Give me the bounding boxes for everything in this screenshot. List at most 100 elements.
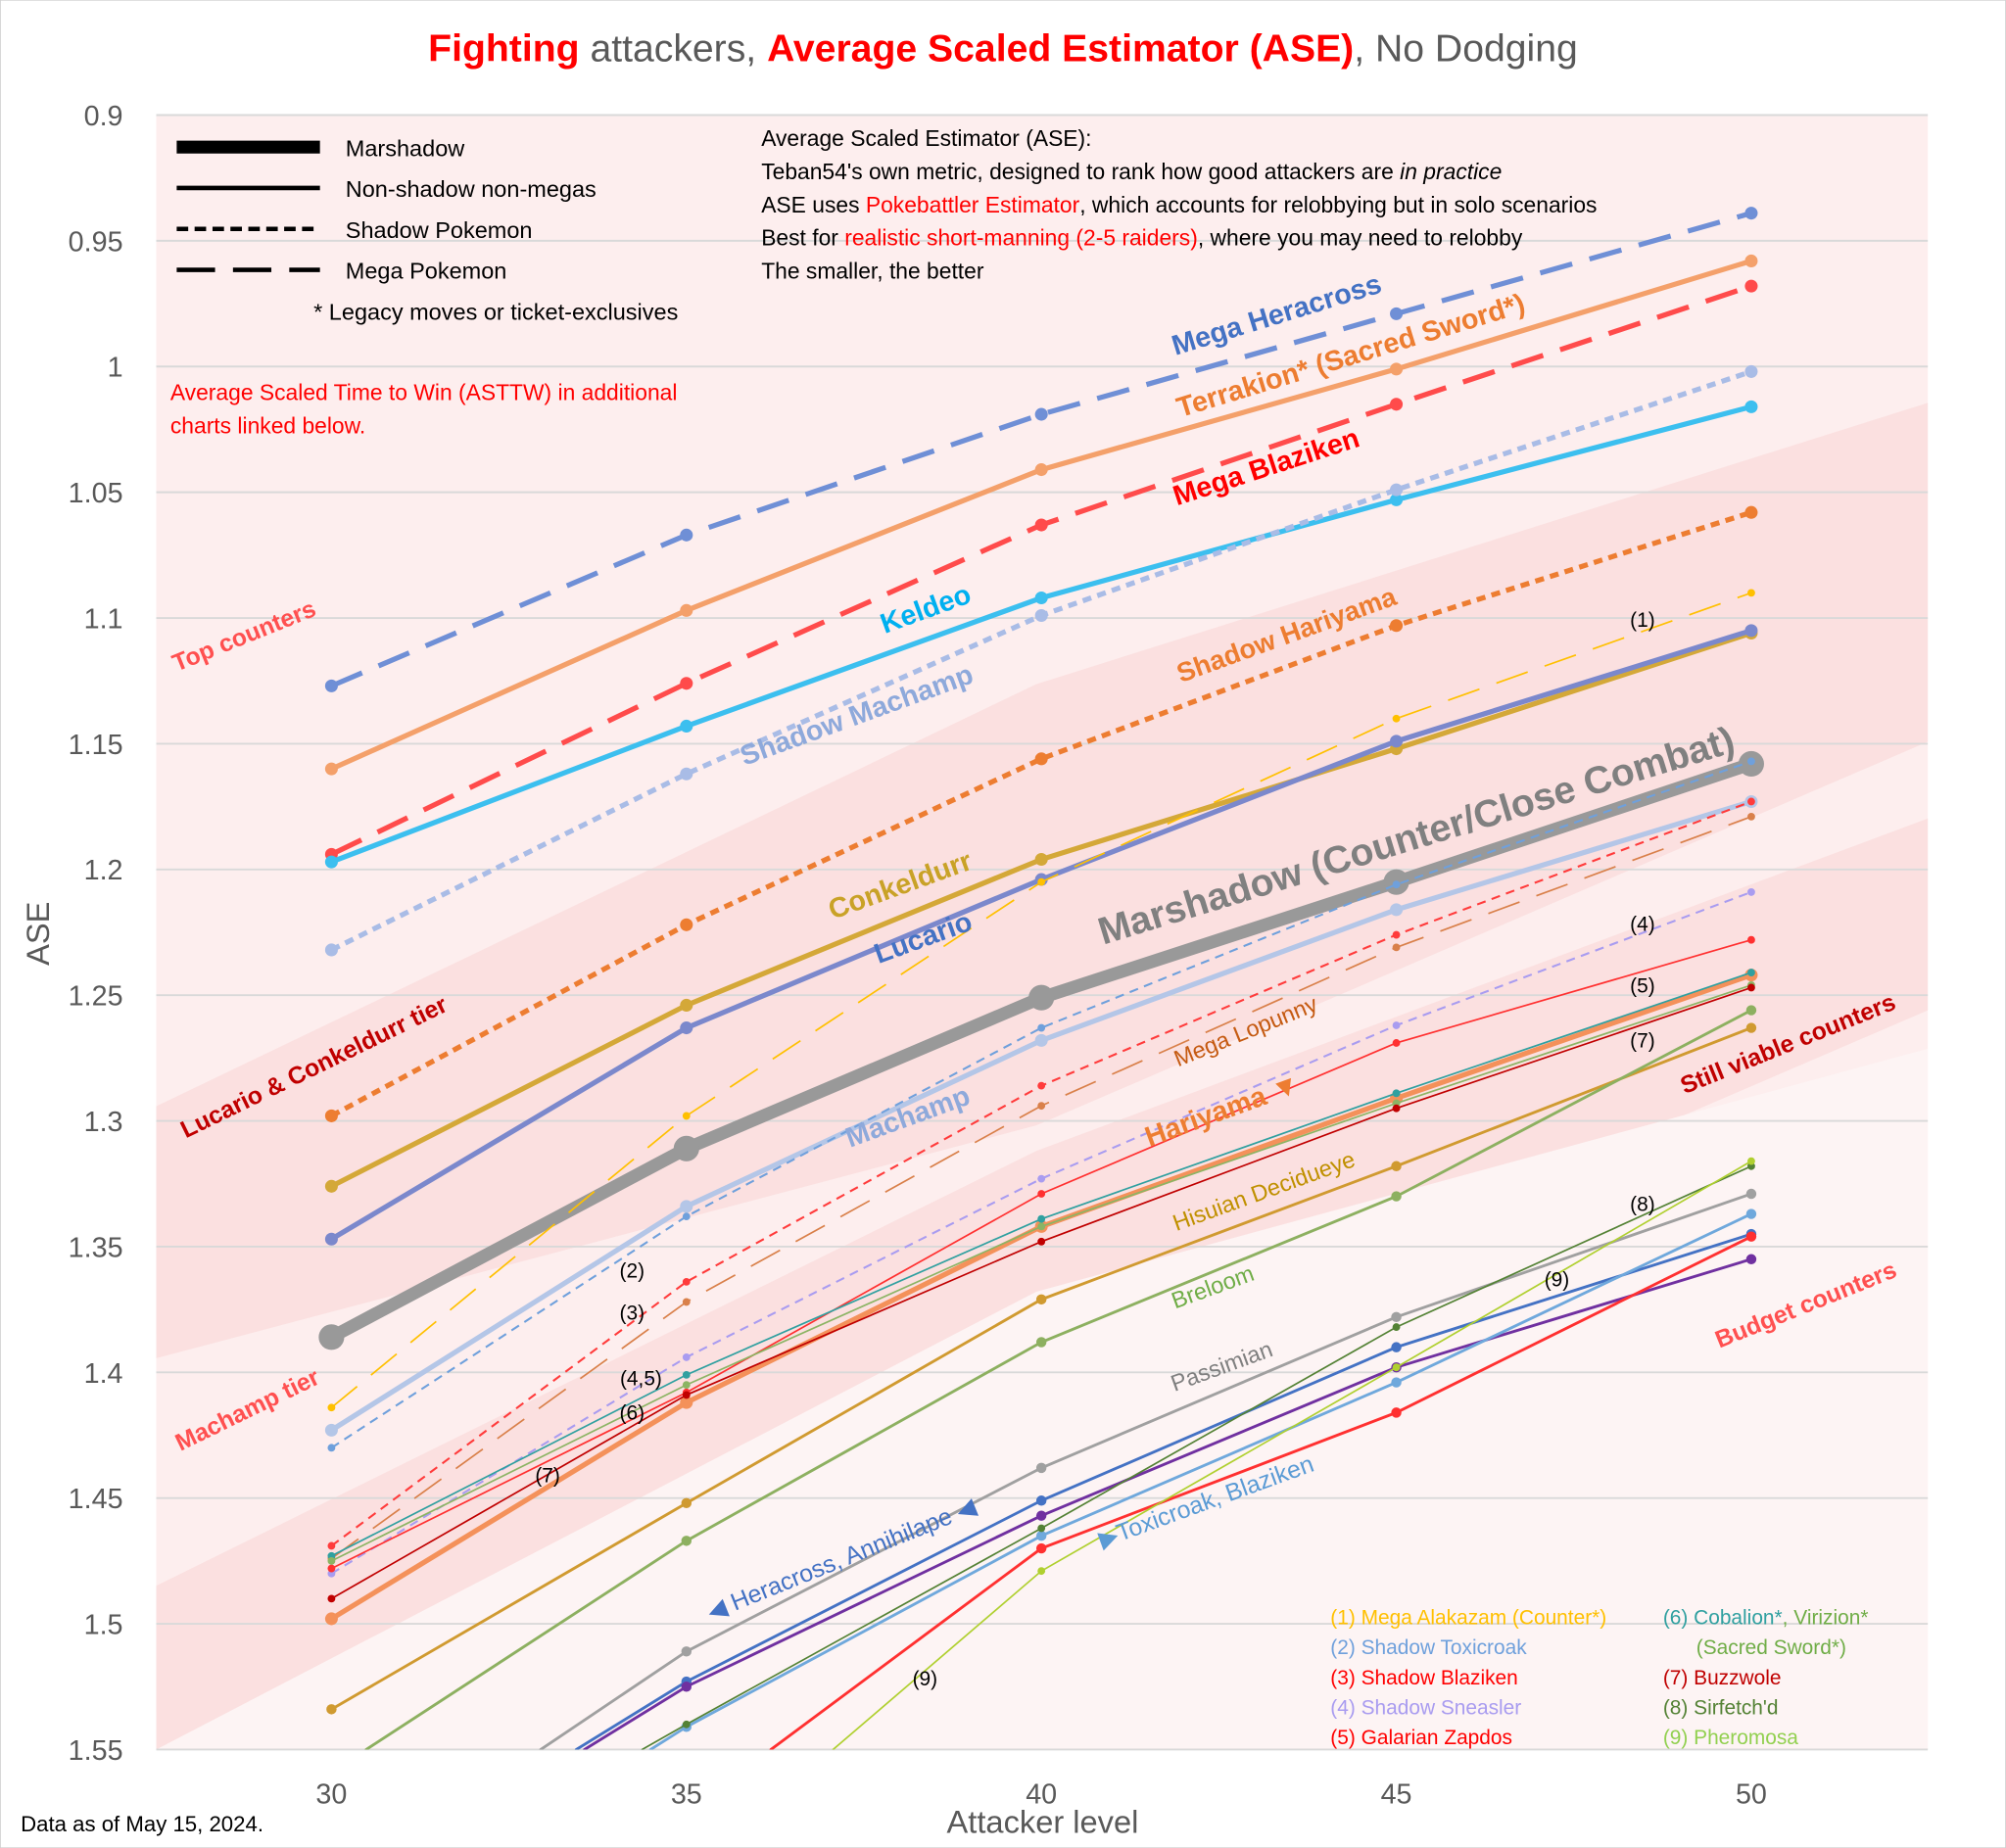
data-point <box>1744 624 1758 638</box>
data-point <box>1037 1081 1046 1090</box>
number-mark: (9) <box>913 1668 938 1690</box>
series-mega-alakazam-counter- <box>327 589 1755 1412</box>
data-point <box>324 762 338 776</box>
data-point <box>324 1423 338 1437</box>
series-hisuian-decidueye <box>326 1022 1757 1715</box>
x-axis-title: Attacker level <box>947 1803 1139 1839</box>
data-point <box>1037 1237 1046 1246</box>
data-point <box>680 677 693 690</box>
data-point <box>682 1352 691 1361</box>
series-mega-heracross <box>324 207 1758 692</box>
data-point <box>1037 1102 1046 1111</box>
data-point <box>1392 1039 1401 1047</box>
data-point <box>327 1556 336 1565</box>
number-marks: (1) (2) (3) (4,5) (6) (7) (4) (5) (7) (8) (9) (9) <box>535 609 1654 1690</box>
data-point <box>1392 880 1401 889</box>
data-point <box>680 1396 693 1409</box>
data-point <box>680 719 693 733</box>
numbered-legend-item: (3) Shadow Blaziken <box>1330 1667 1517 1689</box>
data-point <box>1391 1161 1402 1171</box>
data-point <box>324 1612 338 1626</box>
series-line <box>330 760 1752 1449</box>
series-line <box>330 211 1752 688</box>
data-point <box>1037 1524 1046 1533</box>
data-point <box>1034 463 1048 477</box>
series-line <box>330 890 1752 1575</box>
x-tick-label: 45 <box>1381 1778 1412 1810</box>
series-shadow-machamp <box>324 364 1758 957</box>
y-tick-label: 1.4 <box>84 1358 123 1390</box>
x-tick-label: 35 <box>671 1778 702 1810</box>
data-point <box>1390 362 1404 376</box>
data-point <box>1391 1407 1402 1418</box>
data-point <box>1392 714 1401 723</box>
numbered-legend-item: (4) Shadow Sneasler <box>1330 1697 1521 1720</box>
y-tick-label: 1.2 <box>84 855 123 886</box>
info-line: The smaller, the better <box>761 259 984 284</box>
data-point <box>318 1324 345 1350</box>
data-point <box>1390 483 1404 497</box>
numbered-legend-item: (8) Sirfetch'd <box>1663 1697 1779 1720</box>
data-point <box>681 1682 693 1692</box>
legend-label: Non-shadow non-megas <box>346 176 597 202</box>
data-point <box>1745 1208 1757 1219</box>
data-point <box>1392 1021 1401 1029</box>
data-point <box>1747 589 1755 597</box>
data-point <box>1037 877 1046 886</box>
chart-title: Fighting attackers, Average Scaled Estim… <box>428 28 1578 71</box>
numbered-legend-item: (6) Cobalion*, Virizion* <box>1663 1606 1869 1629</box>
series-shadow-hariyama <box>324 505 1758 1122</box>
series-sirfetch-d <box>641 1161 1755 1750</box>
legend-label: Shadow Pokemon <box>346 217 533 243</box>
series-line <box>330 509 1752 1118</box>
series-pheromosa <box>832 1157 1755 1750</box>
data-point <box>1744 254 1758 267</box>
x-tick-label: 40 <box>1026 1778 1057 1810</box>
legend-label: Mega Pokemon <box>346 259 507 284</box>
data-point <box>1747 887 1755 896</box>
data-point <box>1390 734 1404 748</box>
data-point <box>327 1541 336 1550</box>
data-point <box>1035 1337 1047 1348</box>
y-tick-label: 1.3 <box>84 1107 123 1138</box>
data-point <box>1745 1254 1757 1264</box>
data-point <box>682 1381 691 1390</box>
series-terrakion-sacred-sword- <box>324 254 1758 776</box>
x-axis-ticks: 30 35 40 45 50 <box>315 1778 1766 1810</box>
data-point <box>1034 591 1048 605</box>
numbered-legend-item: (1) Mega Alakazam (Counter*) <box>1330 1606 1606 1629</box>
y-axis-title: ASE <box>20 902 56 966</box>
data-point <box>682 1277 691 1286</box>
data-point <box>1390 903 1404 917</box>
data-point <box>324 679 338 692</box>
series-buzzwole <box>327 983 1755 1603</box>
data-point <box>1745 1005 1757 1016</box>
series-line <box>832 1160 1752 1750</box>
numbered-legend-item: (7) Buzzwole <box>1663 1667 1782 1689</box>
number-mark: (4) <box>1630 914 1655 936</box>
data-point <box>682 1391 691 1399</box>
data-point <box>1747 757 1755 766</box>
y-tick-label: 0.95 <box>69 226 123 258</box>
data-point <box>1747 969 1755 976</box>
number-mark: (6) <box>620 1402 645 1425</box>
data-point <box>680 1021 693 1035</box>
data-point <box>682 1298 691 1306</box>
data-point <box>1028 984 1055 1011</box>
numbered-legend-item: (2) Shadow Toxicroak <box>1330 1636 1527 1659</box>
data-point <box>1392 1104 1401 1113</box>
line-style-legend: Marshadow Non-shadow non-megas Shadow Poke… <box>176 135 678 324</box>
data-point <box>324 1179 338 1193</box>
series-blaziken <box>769 1231 1757 1750</box>
data-point <box>1744 207 1758 220</box>
series-galarian-zapdos <box>327 935 1755 1573</box>
data-point <box>1034 407 1048 421</box>
data-point <box>1037 1222 1046 1231</box>
y-tick-label: 1.25 <box>69 981 123 1013</box>
legend-label: Marshadow <box>346 135 465 161</box>
data-point <box>1747 935 1755 944</box>
info-line: Best for realistic short-manning (2-5 ra… <box>761 225 1523 251</box>
numbered-legend-item: (5) Galarian Zapdos <box>1330 1727 1512 1749</box>
x-tick-label: 50 <box>1736 1778 1767 1810</box>
number-mark: (5) <box>1630 974 1655 997</box>
